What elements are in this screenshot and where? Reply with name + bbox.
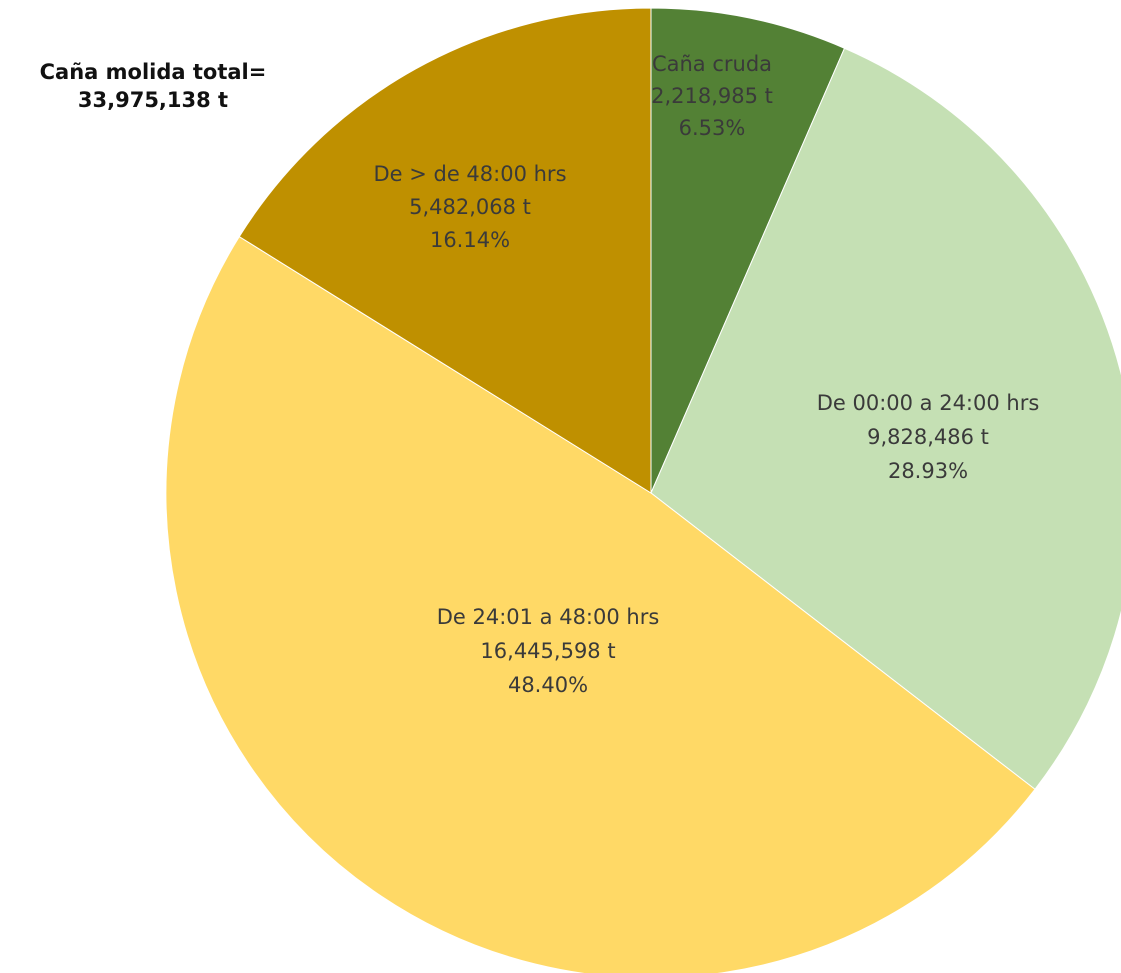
slice-percent-label: 16.14%	[430, 228, 510, 252]
chart-total-annotation: Caña molida total= 33,975,138 t	[8, 58, 298, 114]
slice-label-group-4: De > de 48:00 hrs 5,482,068 t 16.14%	[373, 162, 566, 252]
slice-percent-label: 48.40%	[508, 673, 588, 697]
pie-slice-4	[238, 7, 652, 494]
slice-value-label: 2,218,985 t	[651, 84, 773, 108]
slice-name-label: Caña cruda	[652, 52, 772, 76]
slice-name-label: De 00:00 a 24:00 hrs	[817, 391, 1040, 415]
slice-value-label: 16,445,598 t	[480, 639, 615, 663]
slice-value-label: 5,482,068 t	[409, 195, 531, 219]
slice-percent-label: 28.93%	[888, 459, 968, 483]
slice-label-group-3: De 24:01 a 48:00 hrs 16,445,598 t 48.40%	[437, 605, 660, 697]
pie-slice-3	[165, 235, 1036, 973]
slice-name-label: De 24:01 a 48:00 hrs	[437, 605, 660, 629]
slice-name-label: De > de 48:00 hrs	[373, 162, 566, 186]
slice-label-group-1: Caña cruda 2,218,985 t 6.53%	[651, 52, 773, 140]
slice-label-group-2: De 00:00 a 24:00 hrs 9,828,486 t 28.93%	[817, 391, 1040, 483]
total-value: 33,975,138 t	[77, 88, 229, 112]
pie-slice-1	[650, 7, 846, 494]
slice-percent-label: 6.53%	[679, 116, 746, 140]
total-label: Caña molida total=	[39, 60, 267, 84]
slice-value-label: 9,828,486 t	[867, 425, 989, 449]
